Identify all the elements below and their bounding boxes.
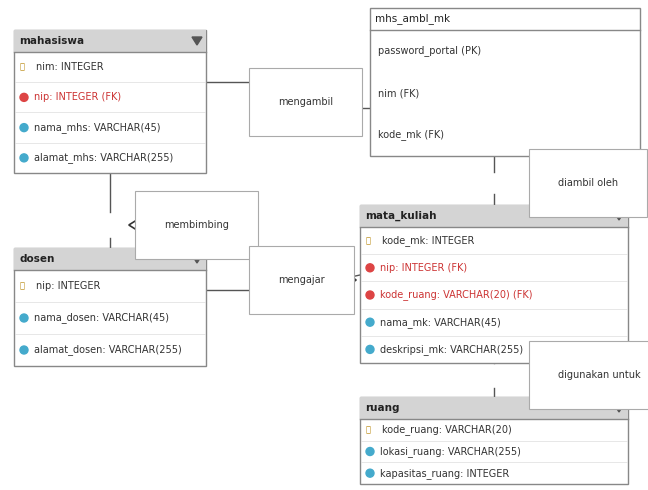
Bar <box>370 8 640 156</box>
Circle shape <box>366 447 374 456</box>
Circle shape <box>20 154 28 162</box>
Circle shape <box>20 314 28 322</box>
Text: kode_ruang: VARCHAR(20): kode_ruang: VARCHAR(20) <box>382 424 512 435</box>
Text: password_portal (PK): password_portal (PK) <box>378 46 481 56</box>
Polygon shape <box>318 96 356 120</box>
Text: 🔑: 🔑 <box>366 425 371 434</box>
Text: kode_ruang: VARCHAR(20) (FK): kode_ruang: VARCHAR(20) (FK) <box>380 290 533 300</box>
Bar <box>360 205 628 363</box>
Text: digunakan untuk: digunakan untuk <box>558 370 641 380</box>
Text: dosen: dosen <box>19 254 54 264</box>
Text: nim: INTEGER: nim: INTEGER <box>36 62 104 72</box>
Text: membimbing: membimbing <box>164 220 229 230</box>
Circle shape <box>366 318 374 326</box>
Text: 🔑: 🔑 <box>20 281 25 291</box>
Bar <box>14 248 206 270</box>
Text: nama_mk: VARCHAR(45): nama_mk: VARCHAR(45) <box>380 317 501 328</box>
Circle shape <box>366 264 374 272</box>
Circle shape <box>366 469 374 477</box>
Text: 🔑: 🔑 <box>20 63 25 72</box>
Polygon shape <box>614 404 624 412</box>
Bar <box>14 30 206 173</box>
Polygon shape <box>538 363 577 387</box>
Text: mengambil: mengambil <box>278 97 333 107</box>
Bar <box>14 30 206 52</box>
Text: nama_dosen: VARCHAR(45): nama_dosen: VARCHAR(45) <box>34 313 169 323</box>
Text: mahasiswa: mahasiswa <box>19 36 84 46</box>
Polygon shape <box>614 212 624 220</box>
Text: kode_mk: INTEGER: kode_mk: INTEGER <box>382 235 474 246</box>
Text: nip: INTEGER (FK): nip: INTEGER (FK) <box>380 263 467 273</box>
Text: nip: INTEGER: nip: INTEGER <box>36 281 100 291</box>
Text: nama_mhs: VARCHAR(45): nama_mhs: VARCHAR(45) <box>34 122 161 133</box>
Text: nim (FK): nim (FK) <box>378 88 419 98</box>
Text: diambil oleh: diambil oleh <box>558 178 618 188</box>
Bar <box>360 397 628 484</box>
Circle shape <box>20 346 28 354</box>
Text: alamat_mhs: VARCHAR(255): alamat_mhs: VARCHAR(255) <box>34 152 173 163</box>
Bar <box>360 397 628 419</box>
Text: kapasitas_ruang: INTEGER: kapasitas_ruang: INTEGER <box>380 468 509 479</box>
Polygon shape <box>538 171 577 195</box>
Text: 🔑: 🔑 <box>366 236 371 245</box>
Text: mhs_ambl_mk: mhs_ambl_mk <box>375 14 450 24</box>
Polygon shape <box>318 268 356 292</box>
Text: mengajar: mengajar <box>278 275 325 285</box>
Text: kode_mk (FK): kode_mk (FK) <box>378 129 444 141</box>
Text: mata_kuliah: mata_kuliah <box>365 211 437 221</box>
Polygon shape <box>192 37 202 45</box>
Polygon shape <box>129 213 167 237</box>
Text: lokasi_ruang: VARCHAR(255): lokasi_ruang: VARCHAR(255) <box>380 446 521 457</box>
Text: nip: INTEGER (FK): nip: INTEGER (FK) <box>34 93 121 102</box>
Text: deskripsi_mk: VARCHAR(255): deskripsi_mk: VARCHAR(255) <box>380 344 523 355</box>
Bar <box>14 248 206 366</box>
Bar <box>360 205 628 227</box>
Circle shape <box>366 345 374 353</box>
Text: alamat_dosen: VARCHAR(255): alamat_dosen: VARCHAR(255) <box>34 344 181 355</box>
Circle shape <box>20 94 28 101</box>
Circle shape <box>366 291 374 299</box>
Polygon shape <box>192 255 202 263</box>
Circle shape <box>20 123 28 132</box>
Text: ruang: ruang <box>365 403 400 413</box>
